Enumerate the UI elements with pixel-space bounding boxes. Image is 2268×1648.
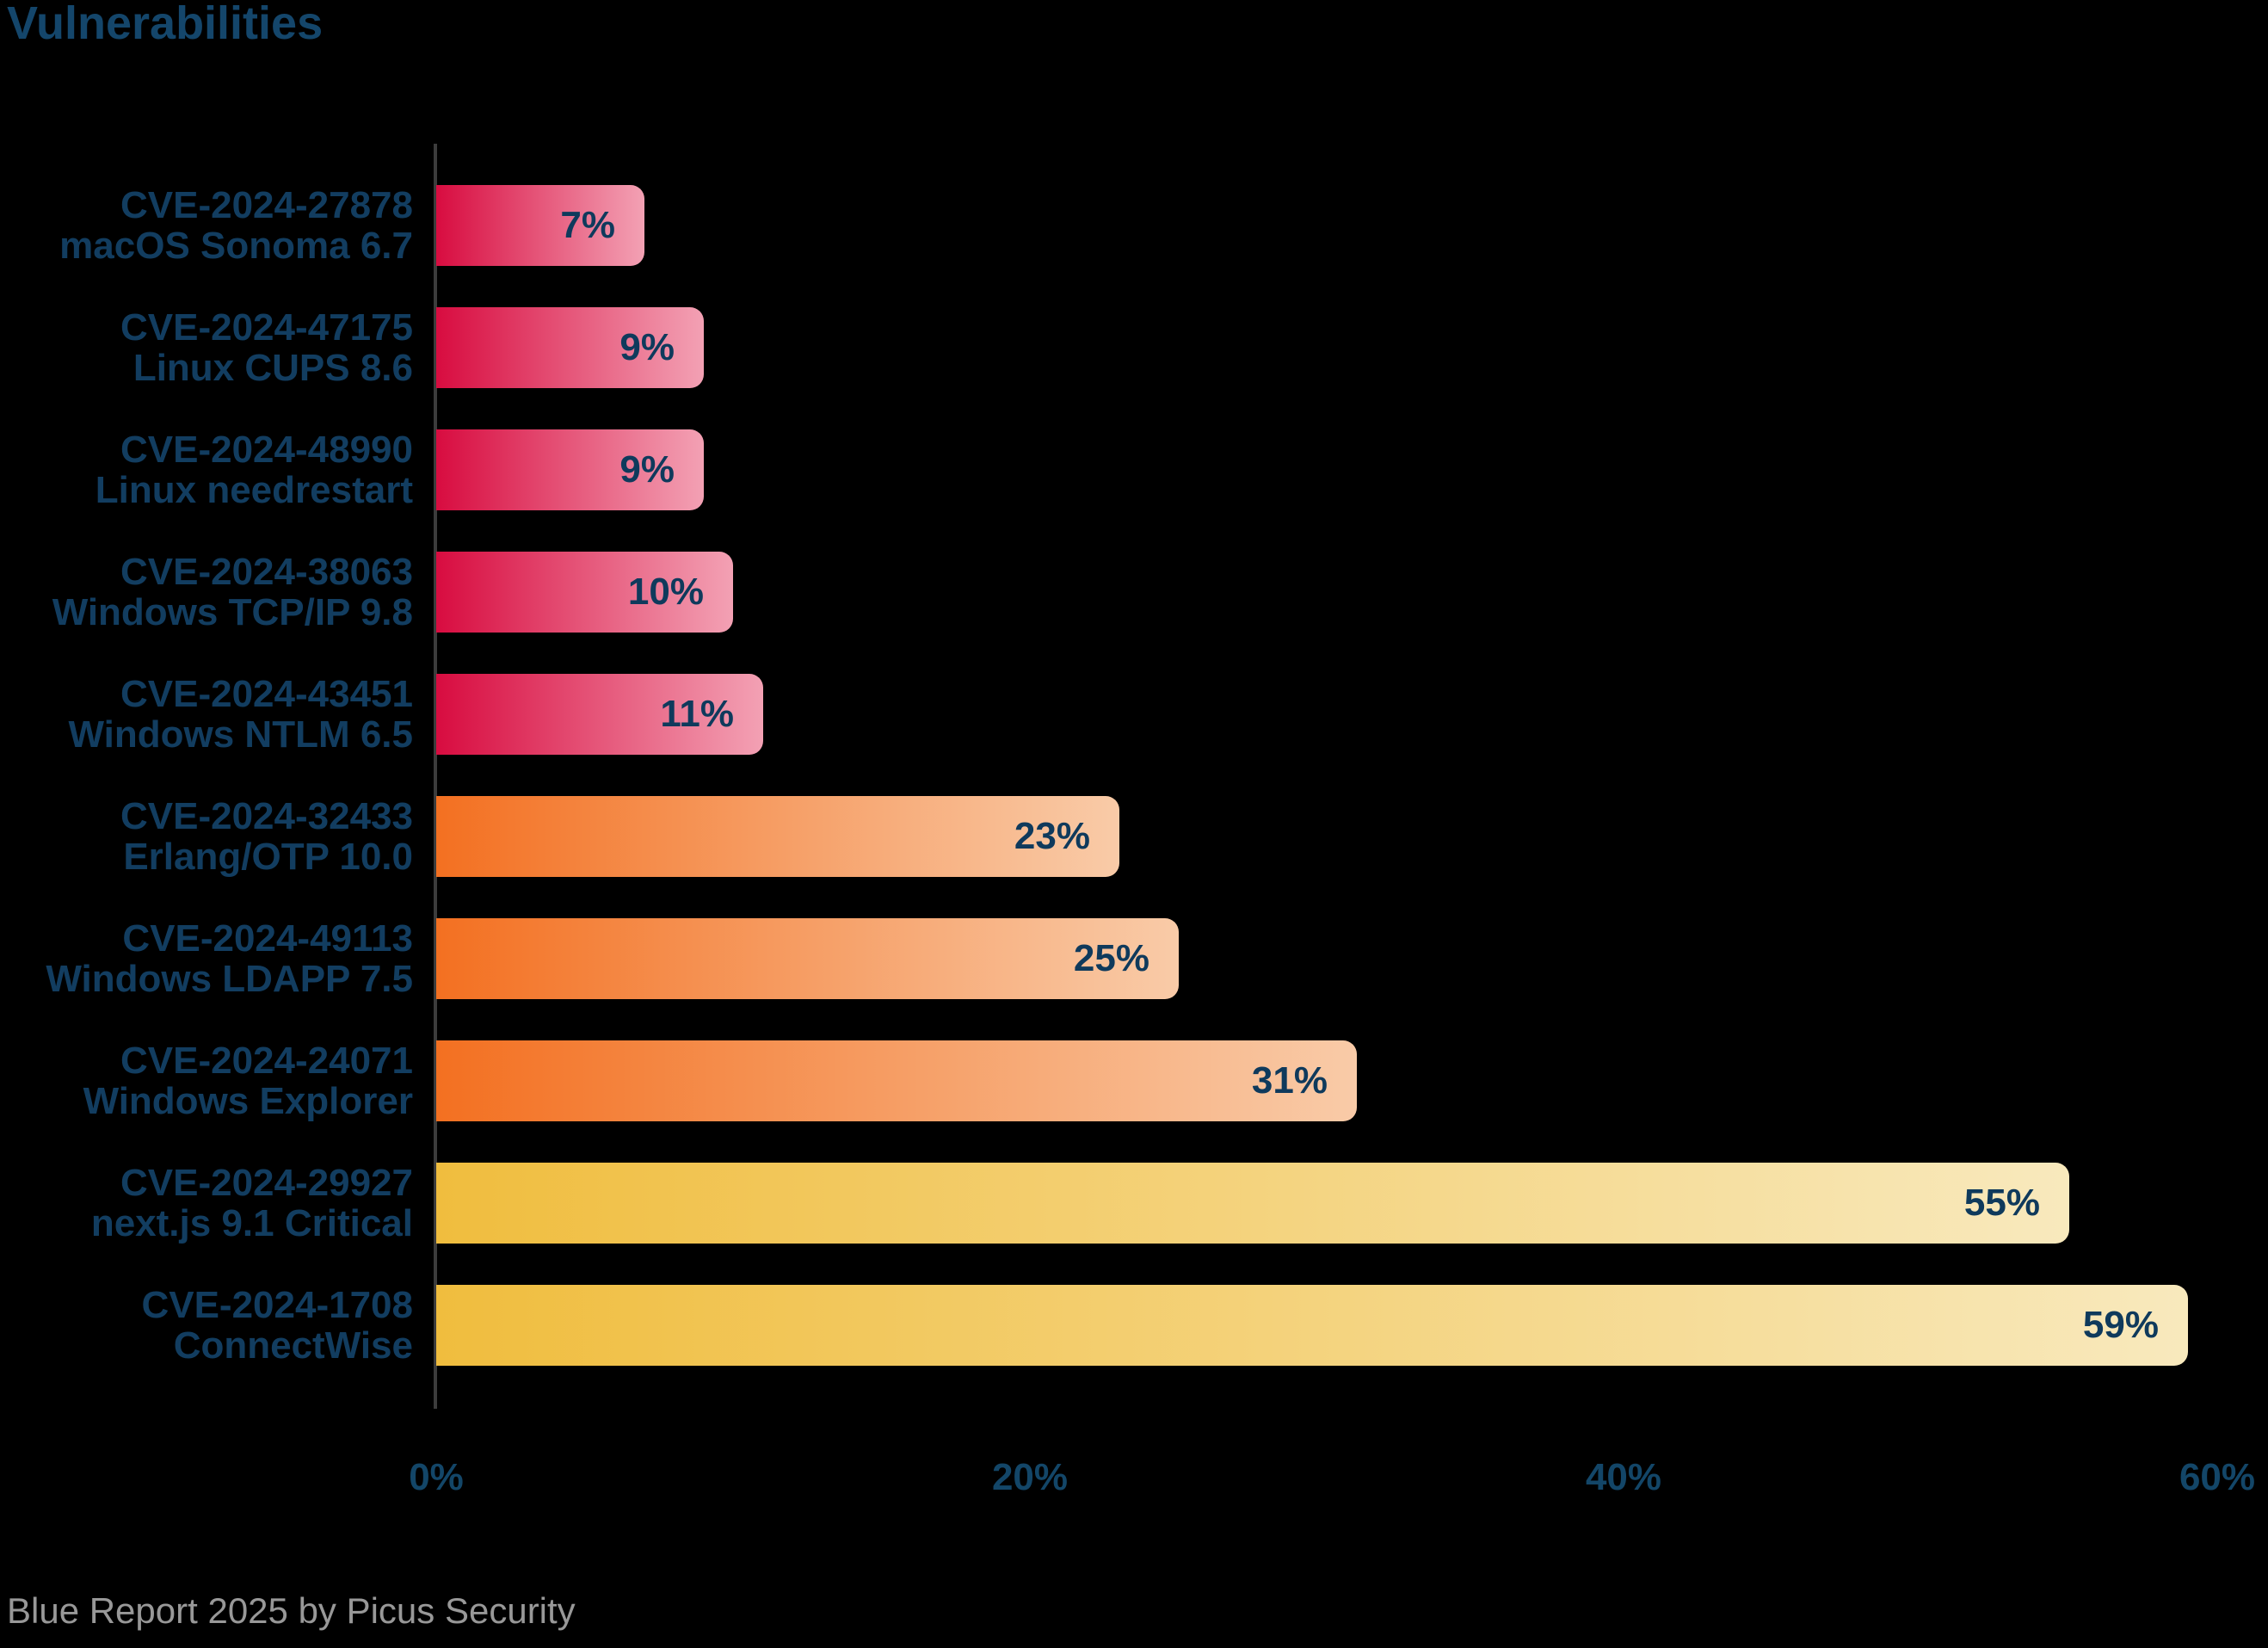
- category-label-line: CVE-2024-49113: [122, 917, 413, 960]
- value-label: 7%: [560, 204, 615, 246]
- bar-row: CVE-2024-38063 Windows TCP/IP 9.8 10%: [0, 552, 2268, 633]
- x-tick-label: 20%: [991, 1456, 1069, 1498]
- bar-row: CVE-2024-48990 Linux needrestart 9%: [0, 429, 2268, 510]
- source-attribution: Blue Report 2025 by Picus Security: [7, 1590, 576, 1631]
- bar-row: CVE-2024-43451 Windows NTLM 6.5 11%: [0, 674, 2268, 755]
- category-label-line: CVE-2024-48990: [120, 429, 413, 471]
- x-tick-label: 60%: [2179, 1456, 2256, 1498]
- category-label: CVE-2024-38063 Windows TCP/IP 9.8: [0, 552, 413, 633]
- bar: 31%: [436, 1040, 1357, 1121]
- category-label-line: CVE-2024-47175: [120, 306, 413, 349]
- x-tick-label: 40%: [1585, 1456, 1662, 1498]
- category-label-line: CVE-2024-1708: [141, 1284, 413, 1326]
- bar-row: CVE-2024-1708 ConnectWise 59%: [0, 1285, 2268, 1366]
- bar: 9%: [436, 429, 704, 510]
- bar: 9%: [436, 307, 704, 388]
- category-label: CVE-2024-49113 Windows LDAPP 7.5: [0, 918, 413, 999]
- category-label-line: CVE-2024-24071: [120, 1040, 413, 1082]
- bar-row: CVE-2024-49113 Windows LDAPP 7.5 25%: [0, 918, 2268, 999]
- value-label: 10%: [627, 571, 704, 613]
- category-label-line: CVE-2024-27878: [120, 184, 413, 226]
- bar: 11%: [436, 674, 763, 755]
- category-label: CVE-2024-48990 Linux needrestart: [0, 429, 413, 510]
- bar-row: CVE-2024-24071 Windows Explorer 31%: [0, 1040, 2268, 1121]
- bar-row: CVE-2024-47175 Linux CUPS 8.6 9%: [0, 307, 2268, 388]
- value-label: 11%: [660, 693, 734, 735]
- category-label: CVE-2024-43451 Windows NTLM 6.5: [0, 673, 414, 756]
- category-label-line: Windows LDAPP 7.5: [46, 958, 413, 1000]
- category-label-line: CVE-2024-43451: [120, 673, 413, 715]
- value-label: 25%: [1073, 937, 1149, 979]
- value-label: 55%: [1963, 1182, 2040, 1224]
- x-tick-label: 0%: [409, 1456, 464, 1498]
- bar: 25%: [436, 918, 1179, 999]
- bar-row: CVE-2024-27878 macOS Sonoma 6.7 7%: [0, 185, 2268, 266]
- bar: 7%: [436, 185, 644, 266]
- bar: 59%: [436, 1285, 2188, 1366]
- category-label-line: CVE-2024-29927: [120, 1162, 413, 1204]
- value-label: 9%: [619, 448, 675, 491]
- category-label-line: Linux needrestart: [95, 469, 413, 511]
- category-label-line: ConnectWise: [173, 1324, 413, 1367]
- category-label: CVE-2024-1708 ConnectWise: [0, 1285, 413, 1366]
- category-label-line: CVE-2024-32433: [120, 795, 413, 837]
- category-label-line: Windows Explorer: [83, 1080, 413, 1122]
- category-label-line: macOS Sonoma 6.7: [59, 225, 413, 267]
- category-label: CVE-2024-24071 Windows Explorer: [0, 1040, 413, 1121]
- category-label-line: Windows TCP/IP 9.8: [52, 591, 413, 633]
- chart-title: Vulnerabilities: [7, 0, 324, 49]
- bar: 23%: [436, 796, 1119, 877]
- category-label-line: CVE-2024-38063: [120, 551, 413, 593]
- category-label-line: Windows NTLM 6.5: [68, 713, 414, 756]
- category-label-line: Erlang/OTP 10.0: [123, 836, 413, 878]
- category-label-line: Linux CUPS 8.6: [133, 347, 413, 389]
- value-label: 31%: [1251, 1059, 1328, 1102]
- y-axis-line: [434, 144, 437, 1409]
- value-label: 9%: [619, 326, 675, 368]
- bar: 55%: [436, 1163, 2069, 1244]
- category-label: CVE-2024-29927 next.js 9.1 Critical: [0, 1163, 413, 1244]
- bar-row: CVE-2024-32433 Erlang/OTP 10.0 23%: [0, 796, 2268, 877]
- value-label: 59%: [2082, 1304, 2159, 1346]
- category-label: CVE-2024-47175 Linux CUPS 8.6: [0, 307, 413, 388]
- category-label-line: next.js 9.1 Critical: [90, 1202, 413, 1244]
- value-label: 23%: [1014, 815, 1090, 857]
- category-label: CVE-2024-32433 Erlang/OTP 10.0: [0, 796, 413, 877]
- category-label: CVE-2024-27878 macOS Sonoma 6.7: [0, 185, 413, 266]
- bar-row: CVE-2024-29927 next.js 9.1 Critical 55%: [0, 1163, 2268, 1244]
- bar: 10%: [436, 552, 733, 633]
